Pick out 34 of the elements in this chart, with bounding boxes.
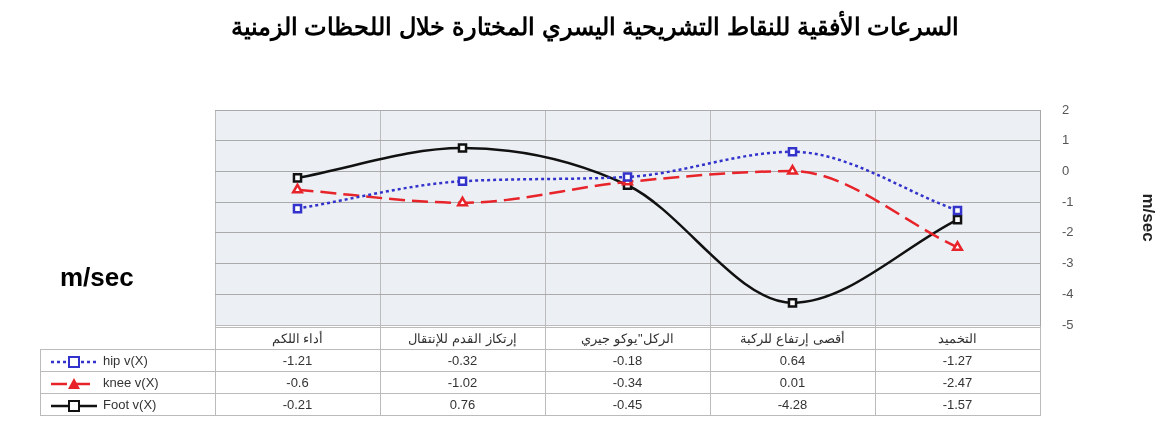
data-label: 0.76 — [380, 393, 545, 416]
x-tick-label: أداء اللكم — [215, 327, 380, 350]
data-label: -0.34 — [545, 371, 710, 394]
data-label: -1.27 — [875, 349, 1040, 372]
text: m/sec — [60, 262, 134, 293]
y-tick-label: -5 — [1062, 316, 1074, 332]
y-axis-title: m/sec — [1139, 193, 1159, 242]
data-label: -1.57 — [875, 393, 1040, 416]
x-tick-label: الركل"يوكو جيري — [545, 327, 710, 350]
y-tick-label: -1 — [1062, 193, 1074, 209]
x-tick-label: التخميد — [875, 327, 1040, 350]
y-tick-label: -2 — [1062, 224, 1074, 240]
legend-label: knee v(X) — [40, 371, 215, 394]
legend-label: hip v(X) — [40, 349, 215, 372]
data-label: -4.28 — [710, 393, 875, 416]
x-tick-label: إرتكاز القدم للإنتقال — [380, 327, 545, 350]
y-tick-label: -3 — [1062, 255, 1074, 271]
data-label: -2.47 — [875, 371, 1040, 394]
y-tick-label: 1 — [1062, 132, 1070, 148]
data-label: -1.21 — [215, 349, 380, 372]
data-label: 0.64 — [710, 349, 875, 372]
legend-label: Foot v(X) — [40, 393, 215, 416]
data-label: -0.18 — [545, 349, 710, 372]
data-label: -0.32 — [380, 349, 545, 372]
data-label: 0.01 — [710, 371, 875, 394]
y-tick-label: 0 — [1062, 163, 1070, 179]
data-label: -0.6 — [215, 371, 380, 394]
chart-title: السرعات الأفقية للنقاط التشريحية اليسري المختارة خلال اللحظات الزمنية — [229, 12, 961, 42]
data-label: -1.02 — [380, 371, 545, 394]
y-tick-label: 2 — [1062, 101, 1070, 117]
data-label: -0.21 — [215, 393, 380, 416]
y-tick-label: -4 — [1062, 285, 1074, 301]
data-label: -0.45 — [545, 393, 710, 416]
x-tick-label: أقصى إرتفاع للركبة — [710, 327, 875, 350]
